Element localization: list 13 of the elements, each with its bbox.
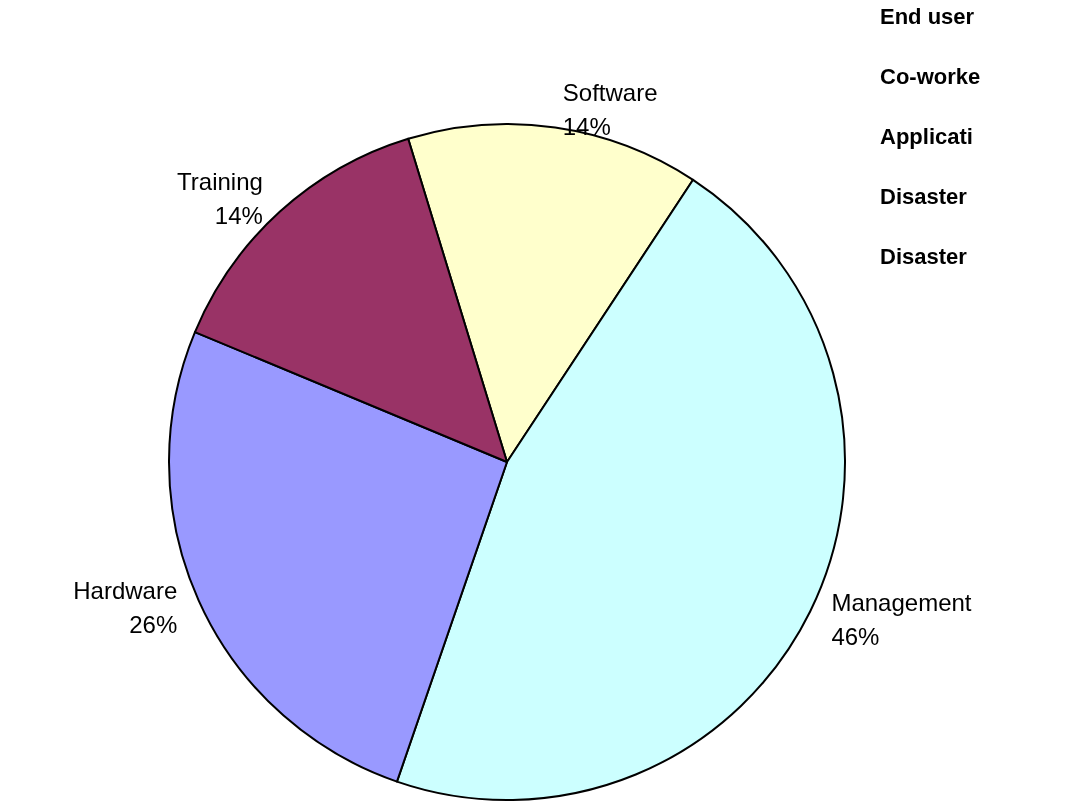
text: Co-worke bbox=[880, 64, 981, 90]
text: End user bbox=[880, 4, 975, 30]
slice-label: Training bbox=[177, 167, 263, 195]
slice-label: Management bbox=[831, 588, 972, 616]
slice-label: Hardware bbox=[73, 577, 178, 605]
data-label: 14% bbox=[214, 201, 263, 229]
data-label: 46% bbox=[831, 622, 880, 650]
data-label: 14% bbox=[562, 113, 611, 141]
data-label: 26% bbox=[129, 611, 178, 639]
text: Applicati bbox=[880, 124, 973, 150]
text: Disaster bbox=[880, 184, 967, 210]
text: Disaster bbox=[880, 244, 967, 270]
slice-label: Software bbox=[562, 79, 658, 107]
